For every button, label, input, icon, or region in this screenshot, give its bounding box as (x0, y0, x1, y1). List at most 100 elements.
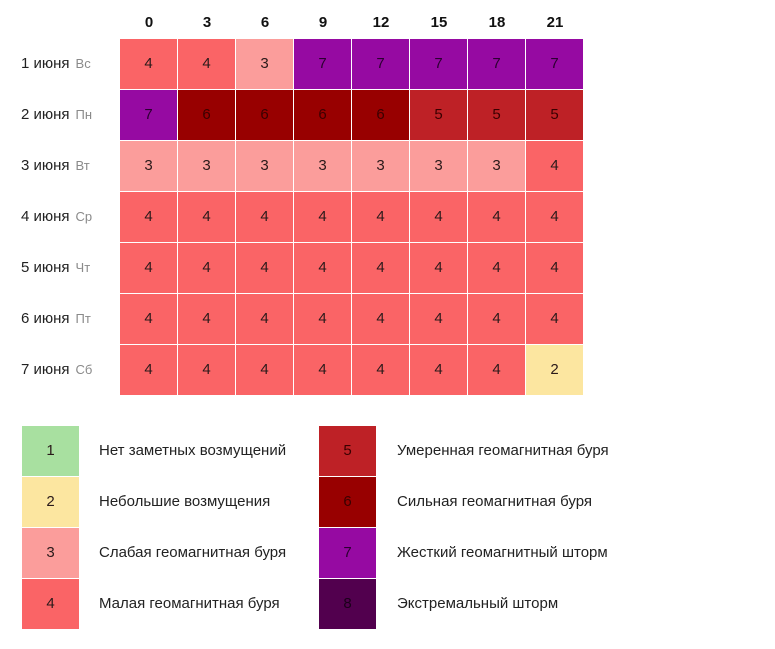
heatmap-cell: 4 (526, 192, 583, 242)
row-label: 7 июня Сб (21, 345, 92, 395)
heatmap-cell: 4 (410, 243, 467, 293)
heatmap-cell: 4 (468, 345, 525, 395)
heatmap-cell: 4 (178, 294, 235, 344)
legend-label: Малая геомагнитная буря (99, 595, 280, 612)
row-date: 6 июня (21, 310, 70, 327)
heatmap-cell: 4 (352, 294, 409, 344)
heatmap-cell: 4 (410, 294, 467, 344)
heatmap-cell: 4 (294, 345, 351, 395)
row-weekday: Вт (75, 158, 90, 173)
heatmap-cell: 4 (178, 345, 235, 395)
heatmap-cell: 4 (236, 243, 293, 293)
heatmap-cell: 5 (468, 90, 525, 140)
row-label: 6 июня Пт (21, 294, 91, 344)
heatmap-cell: 4 (526, 243, 583, 293)
heatmap-cell: 4 (410, 345, 467, 395)
heatmap-cell: 4 (120, 39, 177, 89)
row-date: 5 июня (21, 259, 70, 276)
heatmap-cell: 4 (120, 243, 177, 293)
row-label: 5 июня Чт (21, 243, 90, 293)
legend-swatch: 1 (22, 426, 79, 476)
legend-swatch: 5 (319, 426, 376, 476)
heatmap-cell: 4 (236, 345, 293, 395)
legend-label: Небольшие возмущения (99, 493, 271, 510)
heatmap-cell: 4 (178, 243, 235, 293)
heatmap-cell: 7 (468, 39, 525, 89)
heatmap-cell: 4 (236, 192, 293, 242)
heatmap-cell: 4 (294, 192, 351, 242)
row-date: 3 июня (21, 157, 70, 174)
row-weekday: Пн (75, 107, 93, 122)
hour-header: 0 (144, 14, 154, 31)
heatmap-cell: 3 (468, 141, 525, 191)
heatmap-cell: 4 (352, 345, 409, 395)
heatmap-cell: 3 (294, 141, 351, 191)
row-weekday: Чт (75, 260, 91, 275)
row-date: 1 июня (21, 55, 70, 72)
heatmap-cell: 4 (352, 192, 409, 242)
heatmap-cell: 4 (236, 294, 293, 344)
heatmap-cell: 4 (120, 294, 177, 344)
hour-header: 12 (372, 14, 390, 31)
row-date: 4 июня (21, 208, 70, 225)
heatmap-cell: 7 (410, 39, 467, 89)
heatmap-cell: 3 (236, 39, 293, 89)
heatmap-cell: 7 (352, 39, 409, 89)
row-weekday: Пт (75, 311, 91, 326)
heatmap-cell: 4 (120, 345, 177, 395)
heatmap-cell: 7 (294, 39, 351, 89)
heatmap-cell: 4 (352, 243, 409, 293)
heatmap-cell: 3 (352, 141, 409, 191)
legend-swatch: 3 (22, 528, 79, 578)
row-label: 1 июня Вс (21, 39, 91, 89)
heatmap-cell: 4 (120, 192, 177, 242)
hour-header: 15 (430, 14, 448, 31)
heatmap-cell: 2 (526, 345, 583, 395)
hour-header: 18 (488, 14, 506, 31)
heatmap-cell: 5 (526, 90, 583, 140)
hour-header: 6 (260, 14, 270, 31)
row-weekday: Ср (75, 209, 93, 224)
heatmap-cell: 4 (468, 294, 525, 344)
heatmap-cell: 4 (526, 294, 583, 344)
legend-label: Умеренная геомагнитная буря (397, 442, 609, 459)
legend-swatch: 2 (22, 477, 79, 527)
row-date: 2 июня (21, 106, 70, 123)
heatmap-cell: 4 (526, 141, 583, 191)
row-label: 3 июня Вт (21, 141, 90, 191)
hour-header: 21 (546, 14, 564, 31)
heatmap-cell: 4 (468, 192, 525, 242)
row-date: 7 июня (21, 361, 70, 378)
heatmap-cell: 4 (294, 243, 351, 293)
legend-label: Жесткий геомагнитный шторм (397, 544, 608, 561)
legend-label: Слабая геомагнитная буря (99, 544, 287, 561)
legend-swatch: 4 (22, 579, 79, 629)
heatmap-cell: 3 (236, 141, 293, 191)
legend-label: Сильная геомагнитная буря (397, 493, 592, 510)
heatmap-cell: 7 (526, 39, 583, 89)
legend-swatch: 8 (319, 579, 376, 629)
heatmap-cell: 3 (120, 141, 177, 191)
heatmap-cell: 3 (410, 141, 467, 191)
legend-label: Нет заметных возмущений (99, 442, 287, 459)
heatmap-cell: 6 (178, 90, 235, 140)
legend-label: Экстремальный шторм (397, 595, 559, 612)
row-label: 4 июня Ср (21, 192, 92, 242)
heatmap-cell: 6 (236, 90, 293, 140)
heatmap-cell: 6 (294, 90, 351, 140)
legend-swatch: 6 (319, 477, 376, 527)
heatmap-cell: 4 (410, 192, 467, 242)
heatmap-cell: 5 (410, 90, 467, 140)
heatmap-cell: 4 (178, 192, 235, 242)
hour-header: 9 (318, 14, 328, 31)
hour-header: 3 (202, 14, 212, 31)
heatmap-cell: 4 (468, 243, 525, 293)
legend-swatch: 7 (319, 528, 376, 578)
heatmap-cell: 6 (352, 90, 409, 140)
heatmap-cell: 4 (294, 294, 351, 344)
heatmap-cell: 3 (178, 141, 235, 191)
heatmap-cell: 7 (120, 90, 177, 140)
row-weekday: Вс (75, 56, 91, 71)
heatmap-cell: 4 (178, 39, 235, 89)
row-weekday: Сб (75, 362, 93, 377)
